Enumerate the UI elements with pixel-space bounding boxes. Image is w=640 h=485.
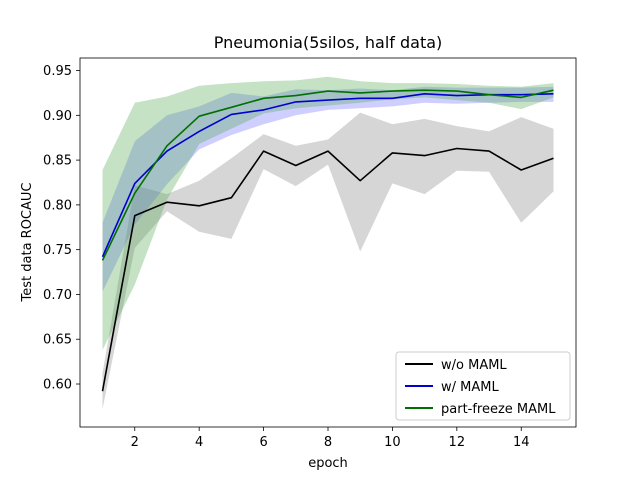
band-w-o-maml bbox=[102, 112, 554, 410]
y-axis-label: Test data ROCAUC bbox=[20, 183, 35, 303]
x-axis-label: epoch bbox=[308, 456, 348, 471]
y-tick-label: 0.75 bbox=[43, 243, 72, 258]
series-line-part-freeze-maml bbox=[101, 89, 554, 261]
y-tick-label: 0.90 bbox=[43, 109, 72, 124]
x-tick-label: 12 bbox=[449, 435, 466, 450]
band-part-freeze-maml bbox=[102, 76, 554, 351]
legend-label-wo-maml: w/o MAML bbox=[441, 358, 507, 373]
y-tick-label: 0.85 bbox=[43, 154, 72, 169]
y-tick-label: 0.70 bbox=[43, 288, 72, 303]
x-tick-label: 4 bbox=[195, 435, 203, 450]
x-tick-label: 10 bbox=[384, 435, 401, 450]
series-line-w-maml bbox=[101, 93, 554, 258]
band-w-maml bbox=[102, 86, 554, 292]
series-lines bbox=[101, 89, 554, 392]
y-tick-label: 0.60 bbox=[43, 378, 72, 393]
legend: w/o MAML w/ MAML part-freeze MAML bbox=[395, 351, 571, 421]
y-tick-label: 0.80 bbox=[43, 198, 72, 213]
series-line-w-o-maml bbox=[101, 147, 554, 392]
x-tick-label: 14 bbox=[513, 435, 530, 450]
legend-label-part-freeze-maml: part-freeze MAML bbox=[441, 402, 556, 417]
x-axis: 2 4 6 8 10 12 14 bbox=[131, 427, 530, 450]
x-tick-label: 8 bbox=[324, 435, 332, 450]
y-tick-label: 0.65 bbox=[43, 333, 72, 348]
legend-label-w-maml: w/ MAML bbox=[441, 380, 499, 395]
x-tick-label: 2 bbox=[131, 435, 139, 450]
legend-box bbox=[395, 351, 571, 421]
x-tick-label: 6 bbox=[259, 435, 267, 450]
confidence-bands bbox=[102, 76, 554, 410]
y-tick-label: 0.95 bbox=[43, 64, 72, 79]
y-axis: 0.60 0.65 0.70 0.75 0.80 0.85 0.90 0.95 bbox=[43, 64, 80, 393]
chart-title: Pneumonia(5silos, half data) bbox=[214, 33, 443, 52]
